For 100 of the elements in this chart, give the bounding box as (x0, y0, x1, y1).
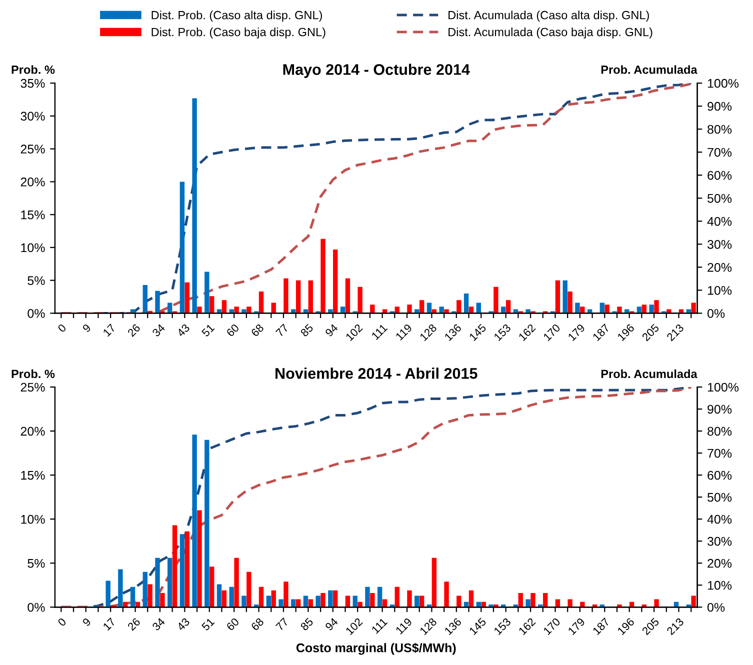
bar (543, 593, 548, 608)
x-tick-label: 68 (250, 617, 264, 631)
bar (468, 590, 474, 608)
y2-tick-label: 10% (708, 286, 732, 295)
bar (456, 596, 462, 608)
x-tick-label: 102 (345, 324, 363, 342)
bar (432, 558, 437, 608)
y2-tick-label: 70% (708, 148, 732, 157)
x-tick-label: 205 (642, 617, 660, 636)
bar (229, 586, 234, 608)
bar (209, 296, 214, 314)
bar (148, 584, 152, 608)
x-tick-label: 94 (324, 323, 338, 338)
bar (308, 599, 314, 608)
bar (481, 602, 486, 608)
bar (180, 182, 185, 314)
bar (555, 280, 560, 314)
x-tick-label: 9 (82, 617, 92, 627)
bar (316, 596, 320, 608)
bar (222, 300, 227, 314)
y2-tick-label: 70% (708, 448, 732, 458)
bar (222, 590, 227, 608)
x-axis-title: Costo marginal (US$/MWh) (296, 642, 456, 655)
bar (358, 286, 362, 314)
x-tick-label: 60 (226, 617, 240, 631)
x-tick-label: 17 (102, 618, 116, 631)
y2-tick-label: 100% (708, 382, 739, 392)
bar (654, 300, 659, 314)
bar (216, 584, 222, 608)
y2-tick-label: 80% (708, 124, 732, 134)
bar (414, 596, 420, 608)
bar (197, 510, 202, 608)
bar (494, 286, 498, 314)
bar (184, 531, 190, 608)
bar (271, 302, 276, 314)
legend-label: Dist. Acumulada (Caso alta disp. GNL) (448, 10, 649, 22)
bar (464, 293, 469, 314)
bar (333, 249, 338, 314)
bar (370, 304, 375, 314)
legend-label: Dist. Acumulada (Caso baja disp. GNL) (448, 28, 652, 39)
x-tick-label: 51 (201, 618, 215, 632)
bar (333, 590, 338, 608)
bar (604, 304, 610, 314)
y2-tick-label: 20% (708, 558, 732, 568)
legend-label: Dist. Prob. (Caso alta disp. GNL) (152, 10, 322, 22)
y-tick-label: 20% (20, 178, 45, 186)
bar (691, 302, 696, 314)
y-tick-label: 0% (28, 309, 45, 318)
x-tick-label: 162 (518, 617, 536, 636)
x-tick-label: 51 (201, 324, 215, 338)
bar (155, 558, 160, 608)
x-tick-label: 213 (666, 617, 684, 636)
bar (382, 599, 388, 608)
x-tick-label: 128 (419, 323, 438, 342)
bar (320, 593, 326, 608)
y2-tick-label: 40% (707, 216, 732, 226)
bar (209, 566, 214, 608)
bar (172, 525, 178, 608)
y2-tick-label: 0% (707, 309, 725, 318)
bar (192, 434, 197, 608)
y2-tick-label: 50% (708, 492, 732, 502)
bar (328, 590, 333, 608)
y2-tick-label: 90% (708, 404, 732, 414)
x-tick-label: 0 (57, 323, 67, 333)
bar (580, 306, 585, 314)
x-tick-label: 77 (275, 324, 289, 337)
x-tick-label: 94 (324, 617, 338, 632)
bar (600, 302, 605, 314)
bar (568, 292, 572, 314)
y2-axis-title: Prob. Acumulada (601, 65, 698, 74)
bar (167, 302, 172, 314)
bar (184, 282, 190, 314)
y2-tick-label: 30% (707, 536, 732, 546)
bar (130, 586, 136, 608)
x-tick-label: 170 (542, 323, 561, 342)
bar (506, 300, 511, 314)
bar (204, 440, 210, 608)
bar (580, 602, 585, 608)
legend-label: Dist. Prob. (Caso baja disp. GNL) (152, 28, 326, 39)
x-tick-label: 213 (666, 323, 684, 342)
bar (234, 558, 239, 608)
bar (444, 582, 449, 608)
y-tick-label: 30% (20, 112, 45, 121)
y-tick-label: 0% (28, 602, 45, 612)
y2-tick-label: 90% (708, 102, 732, 111)
bar (197, 306, 202, 314)
bar (284, 278, 288, 314)
bar (271, 590, 276, 608)
y-tick-label: 15% (21, 470, 45, 480)
bar (258, 586, 264, 608)
bar (296, 280, 301, 314)
bar (118, 569, 123, 608)
bar (180, 534, 185, 608)
bar (439, 306, 444, 314)
x-tick-label: 119 (395, 324, 412, 341)
x-tick-label: 128 (419, 617, 438, 636)
bar (407, 304, 412, 314)
x-tick-label: 102 (345, 617, 363, 636)
bar (419, 300, 424, 314)
bar (568, 599, 572, 608)
